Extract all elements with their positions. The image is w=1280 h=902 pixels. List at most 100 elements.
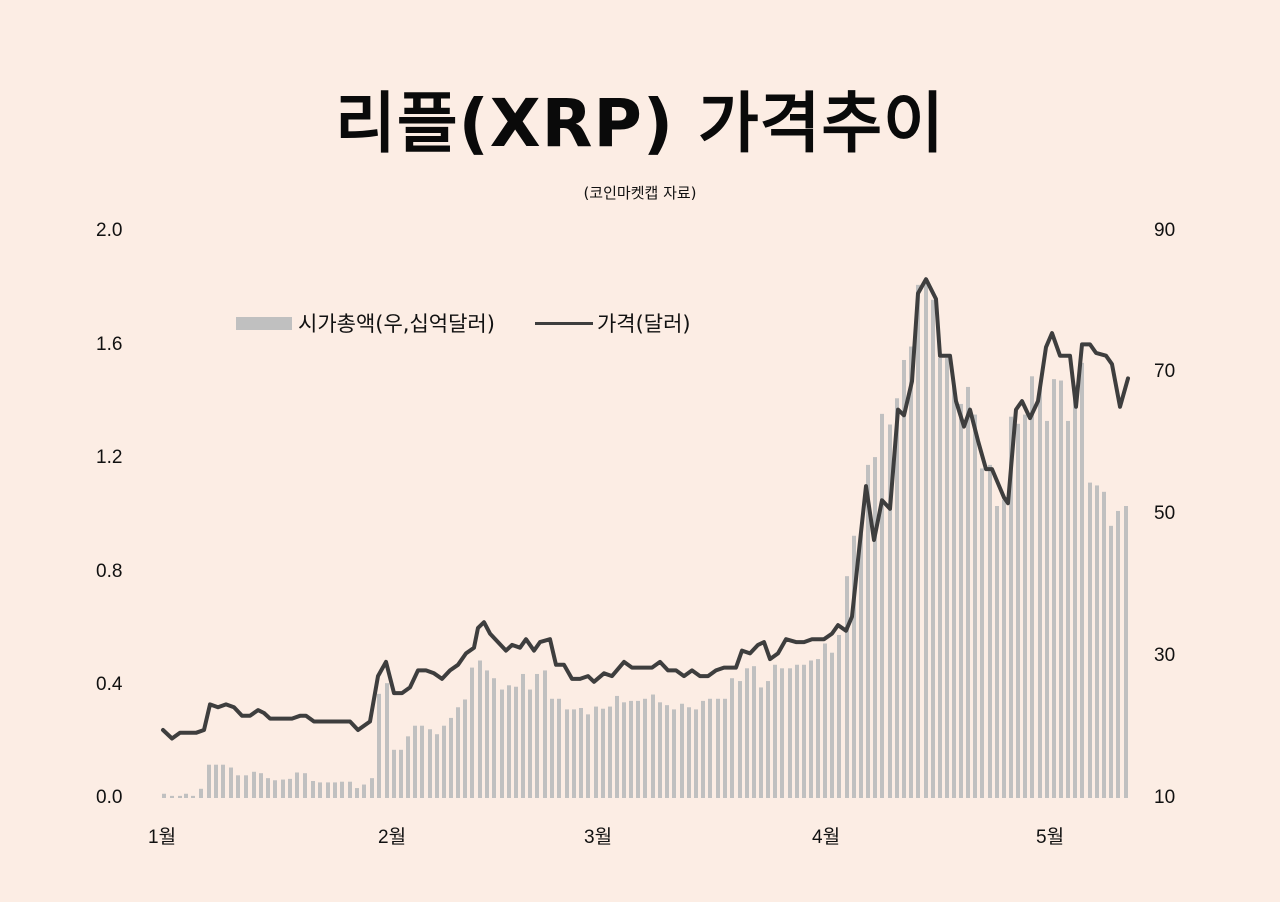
market-cap-bar (326, 782, 330, 798)
market-cap-bar (738, 681, 742, 798)
market-cap-bar (492, 678, 496, 798)
market-cap-bar (191, 795, 195, 798)
chart-legend: 시가총액(우,십억달러) 가격(달러) (236, 308, 691, 338)
market-cap-bar (759, 687, 763, 798)
market-cap-bar (773, 664, 777, 798)
market-cap-bar (980, 468, 984, 798)
market-cap-bar (485, 670, 489, 798)
market-cap-bar (207, 764, 211, 798)
market-cap-bar (442, 725, 446, 798)
market-cap-bar (1009, 416, 1013, 798)
market-cap-bar (184, 793, 188, 798)
market-cap-bar (802, 664, 806, 798)
market-cap-bar (1124, 505, 1128, 798)
market-cap-bar (362, 784, 366, 798)
market-cap-bar (938, 357, 942, 798)
market-cap-bar (795, 664, 799, 798)
market-cap-bar (273, 780, 277, 798)
market-cap-bar (866, 464, 870, 798)
market-cap-bar (214, 764, 218, 798)
market-cap-bar (837, 634, 841, 798)
market-cap-bar (236, 775, 240, 798)
market-cap-bar (859, 533, 863, 798)
market-cap-bar (377, 693, 381, 798)
market-cap-bar (370, 778, 374, 798)
market-cap-bar (543, 670, 547, 798)
right-axis-tick: 70 (1154, 361, 1176, 382)
market-cap-bar (348, 781, 352, 798)
market-cap-bar (1095, 485, 1099, 798)
market-cap-bar (880, 413, 884, 798)
market-cap-bar (456, 707, 460, 798)
market-cap-bar (385, 683, 389, 798)
market-cap-bar (788, 668, 792, 798)
market-cap-bar (723, 698, 727, 798)
market-cap-bar (244, 775, 248, 798)
right-axis-tick: 10 (1154, 787, 1176, 808)
market-cap-bar (229, 767, 233, 798)
x-axis-tick: 4월 (812, 827, 841, 848)
market-cap-bar (694, 709, 698, 798)
market-cap-bar (680, 703, 684, 798)
market-cap-bar (500, 689, 504, 798)
market-cap-bar (823, 643, 827, 798)
left-axis-tick: 1.2 (96, 447, 123, 468)
market-cap-bar (355, 788, 359, 798)
market-cap-bar (266, 778, 270, 798)
market-cap-bar (888, 424, 892, 798)
market-cap-bar (221, 764, 225, 798)
market-cap-bar (931, 299, 935, 798)
market-cap-bar (162, 793, 166, 798)
x-axis-tick: 2월 (378, 827, 407, 848)
market-cap-bar (816, 659, 820, 798)
market-cap-bar (730, 678, 734, 798)
market-cap-bar (340, 781, 344, 798)
market-cap-bar (178, 795, 182, 798)
left-axis-tick: 2.0 (96, 220, 123, 241)
market-cap-bar (966, 386, 970, 798)
market-cap-bar (463, 699, 467, 798)
left-axis-tick: 0.4 (96, 674, 123, 695)
price-line (161, 277, 1130, 741)
market-cap-bar (672, 709, 676, 798)
market-cap-bar (952, 385, 956, 798)
market-cap-bar (579, 707, 583, 798)
legend-bar-swatch (236, 316, 292, 330)
market-cap-bar (1030, 376, 1034, 798)
market-cap-bar (830, 652, 834, 798)
market-cap-bar (701, 700, 705, 798)
market-cap-bar (651, 694, 655, 798)
market-cap-bar (636, 700, 640, 798)
market-cap-bar (959, 403, 963, 798)
market-cap-bar (1088, 482, 1092, 798)
market-cap-bar (528, 689, 532, 798)
market-cap-bar (665, 705, 669, 798)
market-cap-bar (988, 464, 992, 798)
market-cap-bar (687, 707, 691, 798)
legend-market-cap-label: 시가총액(우,십억달러) (298, 312, 495, 336)
market-cap-bar (311, 780, 315, 798)
market-cap-bar (708, 698, 712, 798)
market-cap-bar (435, 734, 439, 798)
market-cap-bar (924, 283, 928, 798)
market-cap-bar (752, 666, 756, 798)
market-cap-bar (1102, 491, 1106, 798)
market-cap-bar (916, 284, 920, 798)
market-cap-bar (1109, 525, 1113, 798)
market-cap-bar (252, 771, 256, 798)
market-cap-bar (845, 576, 849, 798)
market-cap-bar (303, 773, 307, 798)
legend-line-swatch (534, 321, 593, 325)
right-axis-tick: 50 (1154, 503, 1176, 524)
market-cap-bar (766, 681, 770, 798)
right-axis-tick: 90 (1154, 220, 1176, 241)
right-axis-tick: 30 (1154, 645, 1176, 666)
market-cap-bar (1002, 499, 1006, 798)
market-cap-bar (852, 535, 856, 798)
market-cap-bar (909, 346, 913, 798)
chart-subtitle: (코인마켓캡 자료) (583, 184, 697, 202)
market-cap-bar (622, 702, 626, 798)
market-cap-bar (895, 398, 899, 798)
market-cap-bar (1038, 387, 1042, 798)
market-cap-bar (514, 686, 518, 798)
